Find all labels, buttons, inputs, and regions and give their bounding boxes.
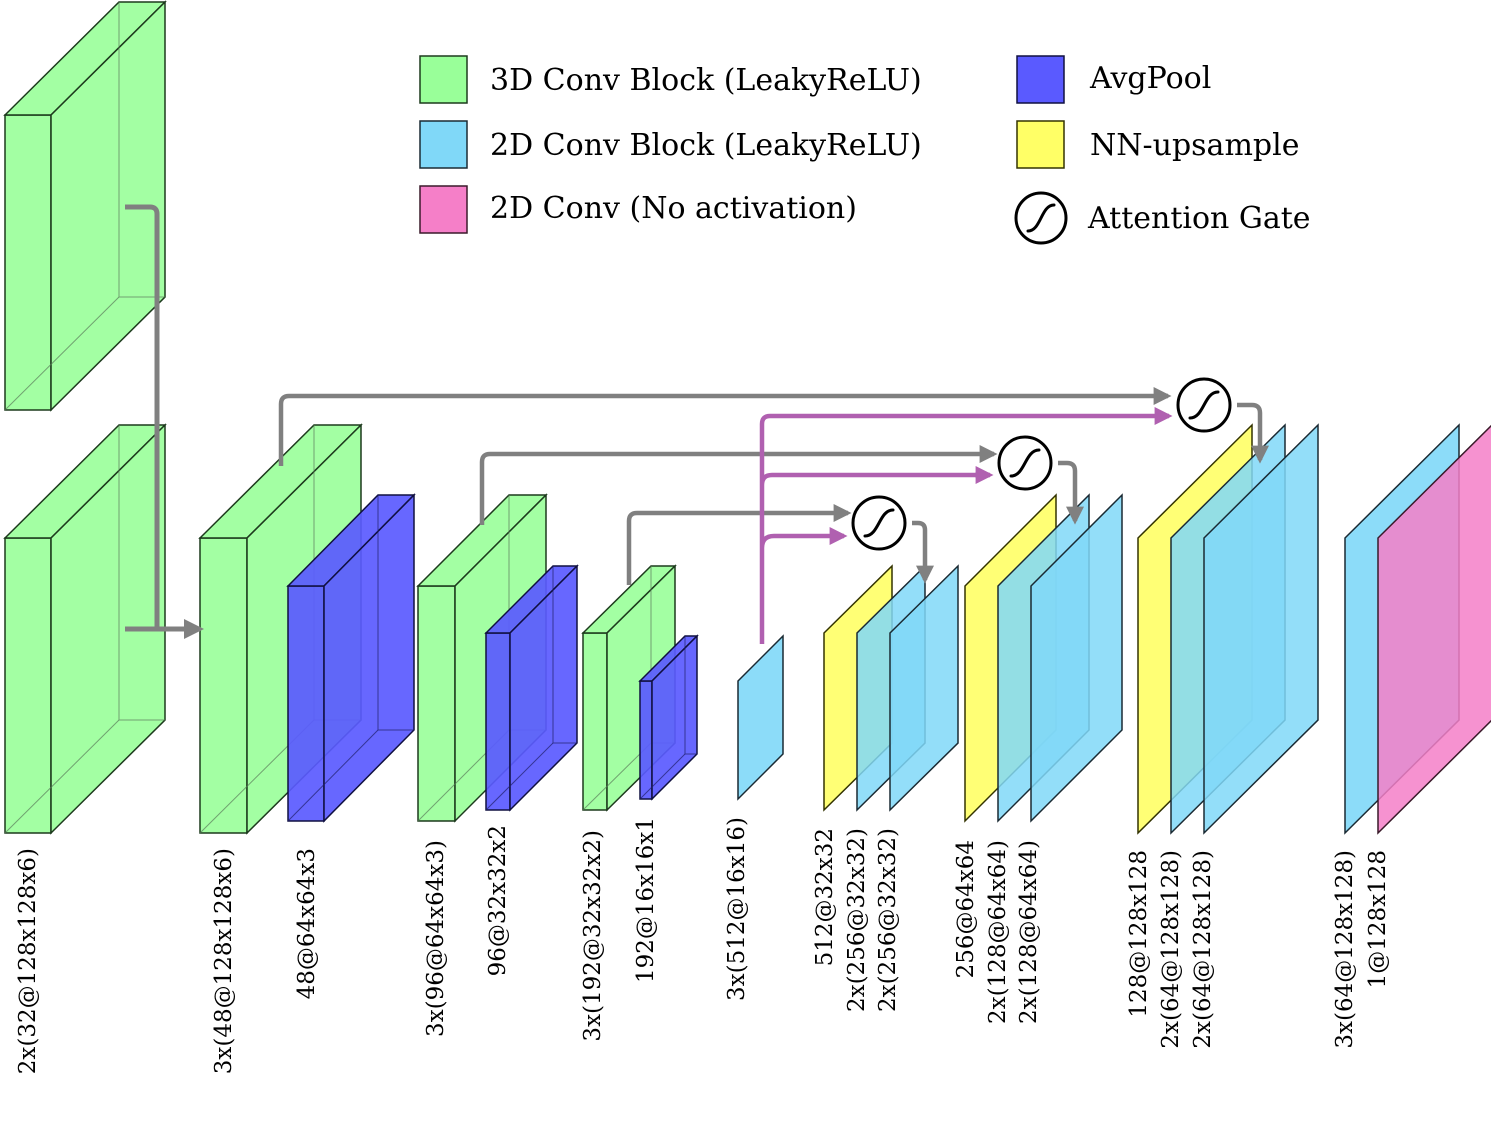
label-dec2-up: 256@64x64 xyxy=(953,840,979,978)
label-bottleneck: 3x(512@16x16) xyxy=(724,817,750,1001)
skip-arrow-level2 xyxy=(479,445,998,525)
gate-signal-arrows xyxy=(759,413,1168,644)
gate-output-arrow-level3 xyxy=(912,520,934,584)
input-block-top xyxy=(3,0,167,412)
label-dec3-conv-b: 2x(64@128x128) xyxy=(1190,850,1216,1049)
legend-swatch-conv2d xyxy=(419,120,468,169)
attention-gate-level2 xyxy=(997,435,1053,491)
legend-label-conv2d-noact: 2D Conv (No activation) xyxy=(490,191,857,226)
enc2-avgpool-block xyxy=(484,564,579,812)
legend-swatch-conv2d-noact xyxy=(419,185,468,234)
legend-label-conv2d: 2D Conv Block (LeakyReLU) xyxy=(490,128,922,163)
label-input: 2x(32@128x128x6) xyxy=(15,848,41,1074)
gate-output-arrow-level2 xyxy=(1058,460,1084,525)
skip-arrow-level1 xyxy=(278,387,1172,466)
layer-labels: 2x(32@128x128x6) 3x(48@128x128x6) 48@64x… xyxy=(15,817,1391,1074)
label-enc2-conv: 3x(96@64x64x3) xyxy=(423,840,449,1037)
label-dec2-conv-b: 2x(128@64x64) xyxy=(1016,840,1042,1024)
legend-attention-gate-icon xyxy=(1014,191,1068,245)
label-dec1-up: 512@32x32 xyxy=(812,828,838,966)
label-out-conv: 3x(64@128x128) xyxy=(1332,850,1358,1049)
legend-label-conv3d: 3D Conv Block (LeakyReLU) xyxy=(490,63,922,98)
legend-swatch-conv3d xyxy=(419,55,468,104)
label-dec1-conv-a: 2x(256@32x32) xyxy=(844,828,870,1012)
legend-swatch-avgpool xyxy=(1016,55,1065,104)
input-block-bottom xyxy=(3,423,167,835)
attention-gate-level1 xyxy=(1176,377,1232,433)
legend-swatch-upsample xyxy=(1016,120,1065,169)
label-dec1-conv-b: 2x(256@32x32) xyxy=(875,828,901,1012)
enc3-avgpool-block xyxy=(638,634,699,801)
dec3-conv-plane-b xyxy=(1203,423,1319,835)
enc1-avgpool-block xyxy=(286,493,416,823)
label-enc3-pool: 192@16x16x1 xyxy=(633,817,659,983)
label-dec3-up: 128@128x128 xyxy=(1126,850,1152,1018)
dec2-conv-plane-b xyxy=(1030,493,1123,823)
legend-label-avgpool: AvgPool xyxy=(1089,61,1211,96)
gate-output-arrow-level1 xyxy=(1237,402,1269,464)
output-final-plane xyxy=(1377,424,1491,835)
label-dec3-conv-a: 2x(64@128x128) xyxy=(1158,850,1184,1049)
input-merge-arrow xyxy=(125,204,160,628)
label-enc1-conv: 3x(48@128x128x6) xyxy=(211,848,237,1074)
legend-label-attention: Attention Gate xyxy=(1087,201,1311,236)
legend-label-upsample: NN-upsample xyxy=(1090,128,1299,163)
label-enc2-pool: 96@32x32x2 xyxy=(485,825,511,976)
bottleneck-plane xyxy=(737,634,784,801)
skip-arrow-level3 xyxy=(626,504,852,585)
label-enc3-conv: 3x(192@32x32x2) xyxy=(580,830,606,1042)
dec1-conv-plane-b xyxy=(889,564,959,812)
attention-gate-level3 xyxy=(851,495,907,551)
label-out-final: 1@128x128 xyxy=(1365,850,1391,988)
label-dec2-conv-a: 2x(128@64x64) xyxy=(985,840,1011,1024)
legend: 3D Conv Block (LeakyReLU) 2D Conv Block … xyxy=(419,55,1311,245)
label-enc1-pool: 48@64x64x3 xyxy=(294,848,320,999)
